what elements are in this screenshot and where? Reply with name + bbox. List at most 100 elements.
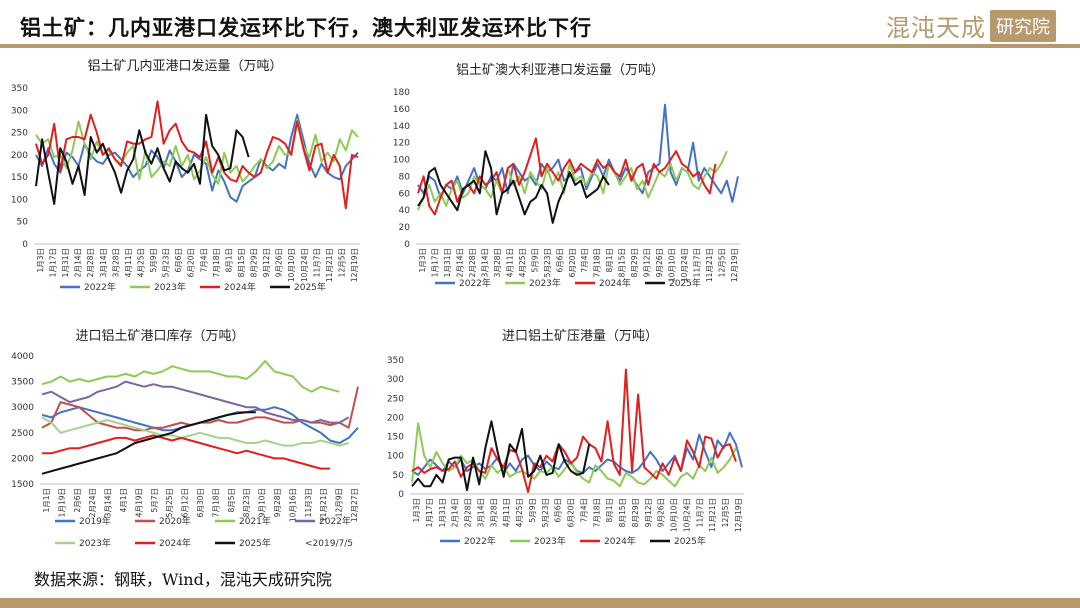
x-tick-label: 2月14日	[455, 248, 464, 277]
x-tick-label: 5月23日	[162, 248, 171, 277]
x-tick-label: 1月31日	[438, 498, 447, 527]
x-tick-label: 8月1日	[605, 248, 614, 273]
y-tick-label: 350	[387, 356, 404, 366]
legend-label: 2023年	[529, 277, 561, 289]
x-tick-label: 1月19日	[57, 488, 66, 517]
y-tick-label: 300	[387, 375, 404, 385]
y-tick-label: 150	[387, 433, 404, 443]
legend-label: 2019年	[79, 515, 111, 527]
x-tick-label: 4月25日	[136, 248, 145, 277]
series-line-2025年	[35, 113, 250, 205]
x-tick-label: 8月5日	[227, 488, 236, 513]
x-tick-label: 10月24日	[680, 248, 689, 282]
legend-label: 2023年	[79, 537, 111, 549]
series-line-2022年	[41, 380, 350, 424]
y-tick-label: 200	[387, 413, 404, 423]
x-tick-label: 5月25日	[165, 488, 174, 517]
series-line-2023年	[41, 416, 349, 447]
x-tick-label: 10月10日	[287, 248, 296, 282]
header-divider	[0, 44, 1080, 48]
logo-text: 混沌天成	[886, 14, 986, 42]
x-tick-label: 4月19日	[134, 488, 143, 517]
x-tick-label: 1月17日	[49, 248, 58, 277]
legend-label: 2021年	[239, 515, 271, 527]
y-tick-label: 200	[11, 151, 28, 161]
series-line-2020年	[41, 386, 359, 432]
x-tick-label: 9月12日	[643, 248, 652, 277]
series-line-2023年	[411, 422, 737, 488]
page-title: 铝土矿：几内亚港口发运环比下行，澳大利亚发运环比下行	[20, 15, 592, 40]
y-tick-label: 140	[393, 122, 410, 132]
x-tick-label: 2月24日	[88, 488, 97, 517]
legend-label: 2024年	[604, 535, 636, 547]
chart-svg: 铝土矿几内亚港口发运量（万吨） 0 50 100 150 200 250 300 350 1月3日…	[11, 58, 360, 293]
legend-label: 2023年	[154, 281, 186, 293]
chart-svg: 进口铝土矿压港量（万吨） 0 50 100 150 200 250 300 350 1月3日 1月1…	[387, 329, 744, 547]
x-tick-label: 4月1日	[119, 488, 128, 513]
x-tick-label: 12月19日	[350, 248, 359, 282]
y-tick-label: 120	[393, 139, 410, 149]
x-tick-label: 3月28日	[493, 248, 502, 277]
x-tick-label: 7月18日	[211, 488, 220, 517]
x-tick-label: 2月28日	[86, 248, 95, 277]
y-tick-label: 250	[11, 129, 28, 139]
x-tick-label: 10月10日	[668, 248, 677, 282]
company-logo: 混沌天成 研究院	[886, 8, 1056, 43]
y-tick-label: 80	[399, 172, 411, 182]
y-tick-label: 100	[11, 195, 28, 205]
y-tick-label: 0	[398, 490, 404, 500]
legend-label: 2024年	[599, 277, 631, 289]
x-tick-label: 3月28日	[111, 248, 120, 277]
x-tick-label: 11月21日	[325, 248, 334, 282]
y-tick-label: 2000	[11, 454, 34, 464]
x-tick-label: 8月29日	[630, 248, 639, 277]
x-tick-label: 2月28日	[464, 498, 473, 527]
x-tick-label: 11月3日	[304, 488, 313, 517]
chart-title: 进口铝土矿港口库存（万吨）	[75, 328, 244, 344]
x-tick-label: 11月7日	[695, 498, 704, 527]
x-tick-label: 7月18日	[593, 248, 602, 277]
legend-label: 2025年	[669, 277, 701, 289]
series-line-2024年	[42, 434, 331, 470]
x-tick-label: 7月4日	[199, 248, 208, 273]
x-tick-label: 10月16日	[288, 488, 297, 522]
x-tick-label: 12月5日	[337, 248, 346, 277]
x-tick-label: 6月6日	[174, 248, 183, 273]
y-tick-label: 300	[11, 106, 28, 116]
x-tick-label: 8月29日	[631, 498, 640, 527]
legend-label: 2025年	[239, 537, 271, 549]
x-tick-label: 3月14日	[104, 488, 113, 517]
x-tick-label: 4月25日	[515, 498, 524, 527]
x-tick-label: 6月20日	[187, 248, 196, 277]
port-inventory-chart: 进口铝土矿港口库存（万吨） 1500 2000 2500 3000 3500 4000 1月1…	[0, 322, 370, 562]
x-tick-label: 10月24日	[682, 498, 691, 532]
x-tick-label: 8月15日	[618, 498, 627, 527]
x-tick-label: 1月3日	[36, 248, 45, 273]
x-tick-label: 11月21日	[708, 498, 717, 532]
y-tick-label: 100	[387, 452, 404, 462]
legend-label: 2025年	[674, 535, 706, 547]
x-tick-label: 12月5日	[718, 248, 727, 277]
y-tick-label: 3500	[11, 378, 34, 388]
y-tick-label: 3000	[11, 403, 34, 413]
x-tick-label: 8月1日	[224, 248, 233, 273]
x-tick-label: 5月23日	[541, 498, 550, 527]
x-tick-label: 4月11日	[505, 248, 514, 277]
x-tick-label: 6月20日	[567, 498, 576, 527]
x-tick-label: 2月6日	[73, 488, 82, 513]
legend-label: 2022年	[459, 277, 491, 289]
x-tick-label: 8月15日	[618, 248, 627, 277]
legend-label: 2020年	[159, 515, 191, 527]
y-tick-label: 1500	[11, 480, 34, 490]
x-tick-label: 9月10日	[258, 488, 267, 517]
x-tick-label: 9月12日	[262, 248, 271, 277]
x-tick-label: 1月3日	[412, 498, 421, 523]
x-tick-label: 10月24日	[300, 248, 309, 282]
series-line-2024年	[411, 368, 737, 494]
x-tick-label: 1月31日	[443, 248, 452, 277]
x-tick-label: 6月6日	[554, 498, 563, 523]
y-tick-label: 60	[399, 189, 411, 199]
x-tick-label: 1月17日	[425, 498, 434, 527]
x-tick-label: 5月9日	[530, 248, 539, 273]
y-tick-label: 50	[17, 218, 29, 228]
